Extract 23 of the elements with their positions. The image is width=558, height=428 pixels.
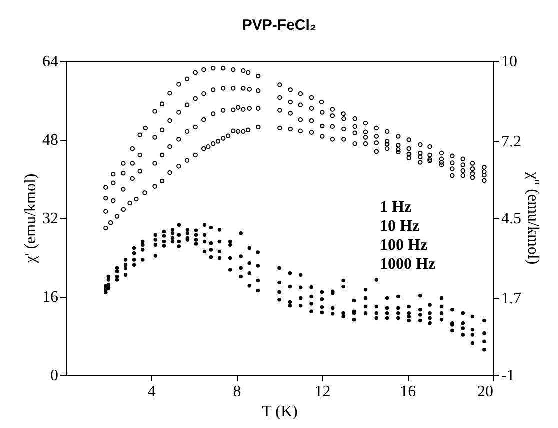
- y2-tick-label: 10: [502, 54, 518, 70]
- x-tick-label: 20: [478, 384, 494, 400]
- annotation: 1000 Hz: [380, 256, 436, 273]
- x-tick-label: 12: [314, 384, 331, 400]
- annotation: 10 Hz: [380, 218, 420, 235]
- annotation: 100 Hz: [380, 237, 428, 254]
- y-tick-label: 64: [42, 54, 58, 70]
- x-tick-label: 4: [148, 384, 156, 400]
- y-tick-label: 32: [42, 210, 58, 228]
- y2-axis-title: χ'' (emu/kmol): [524, 171, 542, 265]
- x-tick-label: 16: [400, 384, 416, 400]
- annotation: 1 Hz: [380, 199, 412, 216]
- y2-tick-label: 7.2: [502, 133, 522, 150]
- y-tick-label: 48: [42, 132, 58, 149]
- chart-title: PVP-FeCl₂: [242, 17, 317, 34]
- y2-tick-label: 4.5: [502, 210, 522, 228]
- y-axis-title: χ' (emu/kmol): [22, 174, 40, 264]
- y-tick-label: 16: [42, 289, 58, 306]
- y-tick-label: 0: [50, 368, 58, 384]
- y2-tick-label: 1.7: [502, 290, 522, 308]
- y2-tick-label: -1: [502, 368, 515, 384]
- x-tick-label: 8: [233, 384, 242, 400]
- x-axis-title: T (K): [262, 404, 298, 420]
